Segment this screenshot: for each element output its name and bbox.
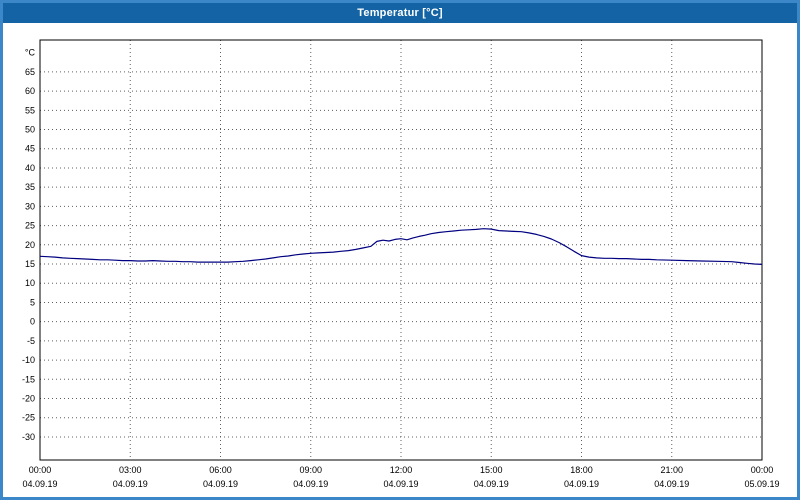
x-tick-date-label: 04.09.19 — [22, 479, 57, 489]
y-tick-label: 50 — [25, 125, 35, 135]
x-tick-date-label: 04.09.19 — [383, 479, 418, 489]
y-tick-label: -10 — [22, 355, 35, 365]
temperature-line — [39, 228, 763, 265]
x-tick-time-label: 15:00 — [480, 465, 503, 475]
y-tick-label: -20 — [22, 394, 35, 404]
x-tick-date-label: 04.09.19 — [474, 479, 509, 489]
temperature-chart: 65605550454035302520151050-5-10-15-20-25… — [22, 39, 780, 489]
x-tick-time-label: 09:00 — [299, 465, 322, 475]
x-tick-date-label: 04.09.19 — [203, 479, 238, 489]
y-axis-unit-label: °C — [25, 48, 36, 58]
x-tick-date-label: 04.09.19 — [654, 479, 689, 489]
y-tick-label: 15 — [25, 259, 35, 269]
y-tick-label: -30 — [22, 432, 35, 442]
y-tick-label: 25 — [25, 221, 35, 231]
plot-border — [39, 39, 763, 461]
y-tick-label: 35 — [25, 182, 35, 192]
y-tick-label: 65 — [25, 67, 35, 77]
window-titlebar: Temperatur [°C] — [3, 3, 797, 23]
x-tick-date-label: 05.09.19 — [744, 479, 779, 489]
x-tick-date-label: 04.09.19 — [293, 479, 328, 489]
y-tick-label: 45 — [25, 144, 35, 154]
x-tick-time-label: 00:00 — [751, 465, 774, 475]
x-tick-date-label: 04.09.19 — [564, 479, 599, 489]
x-tick-time-label: 18:00 — [570, 465, 593, 475]
x-tick-time-label: 06:00 — [209, 465, 232, 475]
y-tick-label: 55 — [25, 105, 35, 115]
x-tick-time-label: 21:00 — [660, 465, 683, 475]
y-tick-label: -5 — [27, 336, 35, 346]
y-tick-label: 30 — [25, 201, 35, 211]
x-tick-time-label: 12:00 — [390, 465, 413, 475]
x-tick-time-label: 00:00 — [29, 465, 52, 475]
y-tick-label: 5 — [30, 297, 35, 307]
x-tick-time-label: 03:00 — [119, 465, 142, 475]
chart-area: 65 60 55 50 45 40 35 30 25 20 15 10 5 0 -5 -10 -15 -20 -25… — [3, 23, 797, 497]
y-tick-label: -25 — [22, 413, 35, 423]
y-tick-label: 40 — [25, 163, 35, 173]
y-tick-label: 20 — [25, 240, 35, 250]
y-tick-label: 0 — [30, 317, 35, 327]
y-tick-label: 10 — [25, 278, 35, 288]
window-title: Temperatur [°C] — [357, 7, 443, 19]
x-tick-date-label: 04.09.19 — [113, 479, 148, 489]
y-tick-label: 60 — [25, 86, 35, 96]
y-tick-label: -15 — [22, 374, 35, 384]
